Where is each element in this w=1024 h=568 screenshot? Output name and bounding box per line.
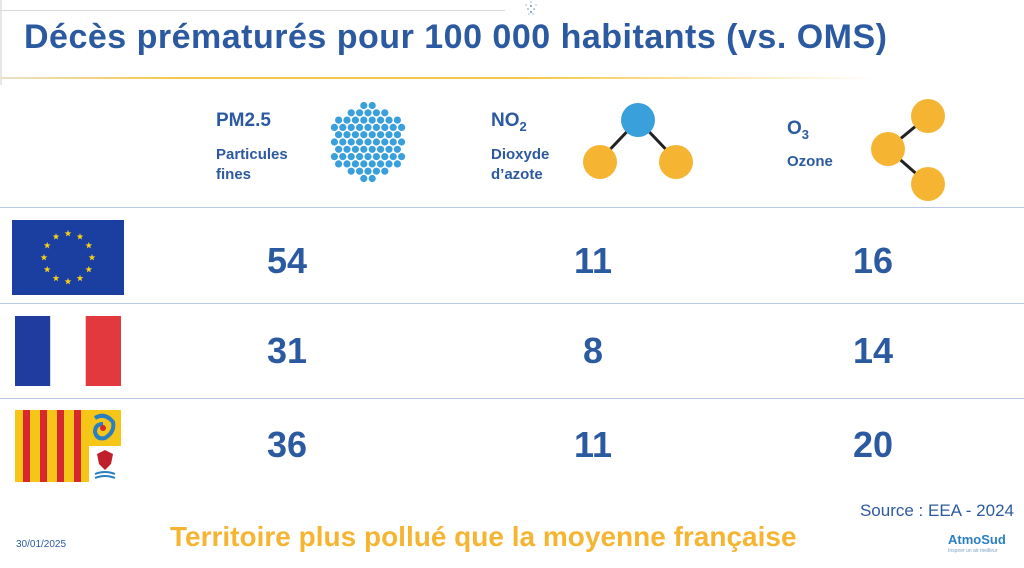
title-underline — [0, 77, 880, 79]
atmosud-logo: AtmoSud Inspirer un air meilleur — [948, 532, 1018, 554]
o3-code: O3 — [787, 118, 810, 142]
eu-flag-icon — [12, 220, 124, 295]
no2-name: Dioxyde d’azote — [491, 146, 550, 183]
eu-pm25-value: 54 — [266, 240, 308, 281]
sparkle-icon — [525, 1, 537, 15]
key-message: Territoire plus pollué que la moyenne fr… — [170, 521, 797, 552]
left-edge-rule — [0, 0, 2, 85]
source-note: Source : EEA - 2024 — [859, 501, 1014, 520]
pm25-name: Particules fines — [216, 146, 288, 183]
page-title: Décès prématurés pour 100 000 habitants … — [24, 18, 888, 56]
no2-code: NO2 — [491, 110, 527, 134]
row-divider — [0, 303, 1024, 304]
france-o3-value: 14 — [852, 330, 894, 371]
region-no2-value: 11 — [573, 424, 613, 465]
eu-no2-value: 11 — [573, 240, 613, 281]
top-thin-rule — [0, 10, 505, 11]
o3-name: Ozone — [787, 153, 833, 170]
slide-date: 30/01/2025 — [16, 539, 67, 550]
eu-o3-value: 16 — [852, 240, 894, 281]
logo-name: AtmoSud — [948, 532, 1006, 547]
particles-icon — [330, 102, 406, 182]
france-pm25-value: 31 — [266, 330, 308, 371]
region-o3-value: 20 — [852, 424, 894, 465]
no2-molecule-icon — [583, 103, 693, 179]
logo-tagline: Inspirer un air meilleur — [948, 548, 998, 554]
row-divider — [0, 207, 1024, 208]
region-sud-flag-icon — [15, 410, 121, 482]
france-no2-value: 8 — [582, 330, 604, 371]
row-divider — [0, 398, 1024, 399]
o3-molecule-icon — [871, 99, 945, 201]
region-pm25-value: 36 — [266, 424, 308, 465]
france-flag-icon — [15, 316, 121, 386]
pm25-code: PM2.5 — [216, 110, 271, 131]
